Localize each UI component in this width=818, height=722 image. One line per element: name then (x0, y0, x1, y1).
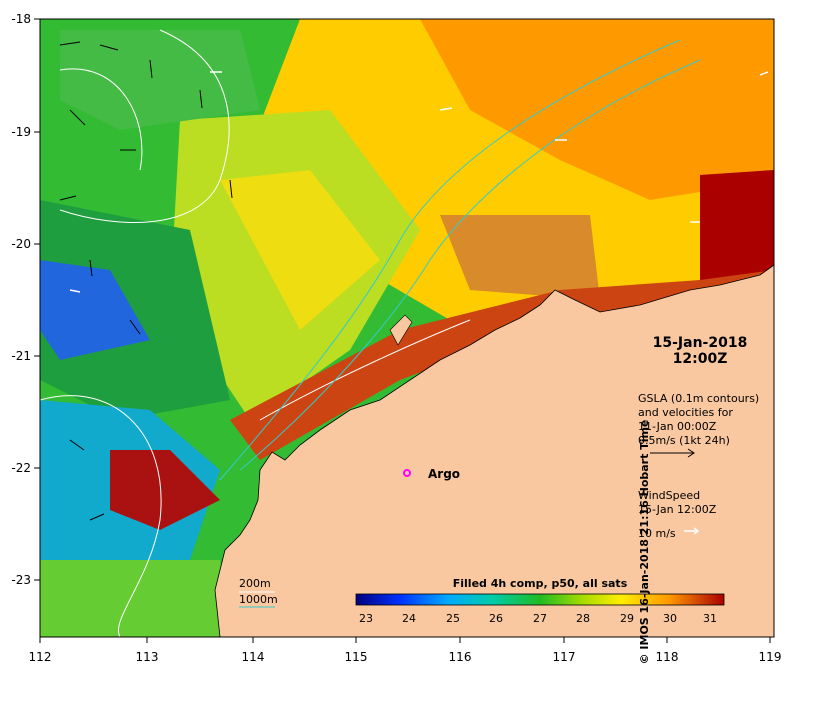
map-date-time: 12:00Z (672, 351, 728, 367)
wind-note: WindSpeed 15-Jan 12:00Z 10 m/s (638, 489, 716, 541)
wind-note-line: WindSpeed (638, 489, 701, 502)
x-tick-label: 114 (242, 650, 265, 664)
x-tick-label: 119 (759, 650, 782, 664)
colorbar-tick: 26 (489, 612, 503, 625)
sst-field (40, 19, 774, 637)
colorbar-tick: 23 (359, 612, 373, 625)
x-tick-label: 118 (656, 650, 679, 664)
x-tick-label: 116 (449, 650, 472, 664)
gsla-note-line: GSLA (0.1m contours) (638, 392, 760, 405)
gsla-contours (39, 29, 471, 638)
y-tick-label: -22 (11, 461, 31, 475)
argo-marker (403, 469, 411, 477)
colorbar-tick: 31 (703, 612, 717, 625)
wind-note-line: 15-Jan 12:00Z (638, 503, 717, 516)
y-tick-label: -23 (11, 573, 31, 587)
colorbar-tick: 30 (663, 612, 677, 625)
depth-200-label: 200m (239, 577, 271, 590)
colorbar-title: Filled 4h comp, p50, all sats (453, 577, 628, 590)
island (389, 314, 413, 346)
colorbar (355, 593, 725, 606)
x-tick-label: 117 (553, 650, 576, 664)
side-credit: © IMOS 16-Jan-2018 21:16 Hobart Time (638, 419, 651, 665)
x-tick-label: 112 (29, 650, 52, 664)
wind-note-line: 10 m/s (638, 527, 676, 540)
wind-arrows (69, 71, 769, 293)
isobaths (219, 39, 701, 481)
y-tick-label: -18 (11, 12, 31, 26)
y-tick-label: -21 (11, 349, 31, 363)
gsla-note-line: and velocities for (638, 406, 733, 419)
sst-map: Argo 112 113 114 115 116 117 118 119 -18… (11, 12, 782, 664)
velocity-scale-arrow (650, 448, 695, 458)
y-tick-label: -20 (11, 237, 31, 251)
y-tick-label: -19 (11, 125, 31, 139)
wind-scale-arrow (684, 527, 700, 535)
depth-1000-label: 1000m (239, 593, 278, 606)
map-date: 15-Jan-2018 12:00Z (648, 335, 752, 367)
gsla-note: GSLA (0.1m contours) and velocities for … (638, 392, 759, 448)
colorbar-tick: 24 (402, 612, 416, 625)
colorbar-tick: 25 (446, 612, 460, 625)
land (214, 264, 775, 638)
x-tick-label: 115 (345, 650, 368, 664)
argo-label: Argo (428, 467, 460, 481)
gsla-note-line: 0.5m/s (1kt 24h) (638, 434, 730, 447)
x-tick-label: 113 (136, 650, 159, 664)
plot-frame (39, 18, 775, 638)
colorbar-tick: 29 (620, 612, 634, 625)
colorbar-tick: 28 (576, 612, 590, 625)
y-ticks (34, 18, 40, 581)
velocity-arrows (59, 41, 233, 521)
gsla-note-line: 11-Jan 00:00Z (638, 420, 717, 433)
colorbar-tick: 27 (533, 612, 547, 625)
map-date-day: 15-Jan-2018 (652, 335, 748, 351)
x-ticks (39, 637, 771, 643)
